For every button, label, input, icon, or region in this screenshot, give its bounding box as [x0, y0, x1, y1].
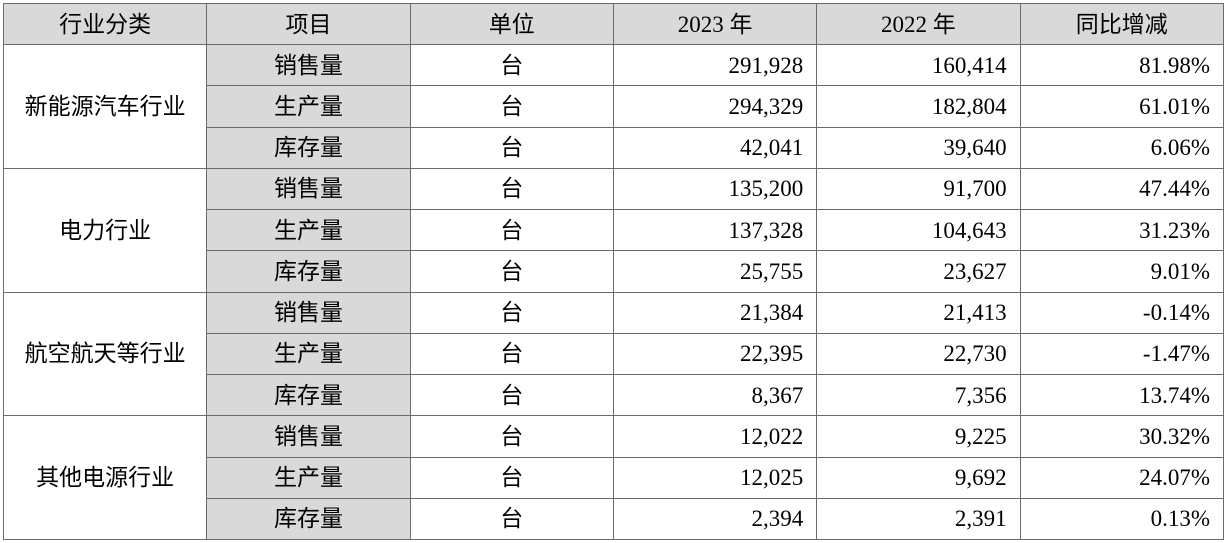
yoy-cell: -0.14% — [1019, 291, 1225, 334]
unit-cell: 台 — [409, 456, 614, 499]
column-header-unit: 单位 — [409, 3, 614, 45]
item-cell: 销售量 — [206, 167, 411, 211]
yoy-cell: 6.06% — [1019, 126, 1225, 169]
unit-cell: 台 — [409, 167, 614, 211]
item-cell: 库存量 — [206, 126, 411, 169]
value-2023-cell: 42,041 — [612, 126, 818, 169]
table-row: 新能源汽车行业 销售量 台 291,928 160,414 81.98% — [2, 43, 1225, 169]
yoy-cell: 30.32% — [1019, 415, 1225, 458]
unit-cell: 台 — [409, 332, 614, 376]
item-cell: 销售量 — [206, 43, 411, 87]
column-header-year-2022: 2022 年 — [816, 3, 1021, 45]
table-row: 航空航天等行业 销售量 台 21,384 21,413 -0.14% — [2, 291, 1225, 417]
unit-cell: 台 — [409, 497, 614, 541]
value-2023-cell: 8,367 — [612, 373, 818, 417]
value-2022-cell: 7,356 — [816, 373, 1021, 417]
industry-cell: 电力行业 — [2, 167, 208, 293]
unit-cell: 台 — [409, 250, 614, 293]
yoy-cell: 0.13% — [1019, 497, 1225, 541]
item-cell: 库存量 — [206, 250, 411, 293]
item-cell: 销售量 — [206, 415, 411, 458]
table-row: 库存量 台 42,041 39,640 6.06% — [4, 126, 1225, 169]
column-header-industry-classification: 行业分类 — [2, 3, 208, 45]
value-2023-cell: 21,384 — [612, 291, 818, 334]
value-2023-cell: 135,200 — [612, 167, 818, 211]
yoy-cell: 9.01% — [1019, 250, 1225, 293]
item-cell: 生产量 — [206, 456, 411, 499]
value-2023-cell: 137,328 — [612, 208, 818, 252]
value-2022-cell: 9,225 — [816, 415, 1021, 458]
table-row: 电力行业 销售量 台 135,200 91,700 47.44% — [2, 167, 1225, 293]
table-row: 生产量 台 12,025 9,692 24.07% — [4, 456, 1225, 499]
value-2022-cell: 22,730 — [816, 332, 1021, 376]
value-2023-cell: 12,022 — [612, 415, 818, 458]
yoy-cell: 31.23% — [1019, 208, 1225, 252]
industry-cell: 航空航天等行业 — [2, 291, 208, 417]
value-2023-cell: 12,025 — [612, 456, 818, 499]
yoy-cell: 24.07% — [1019, 456, 1225, 499]
table-row: 其他电源行业 销售量 台 12,022 9,225 30.32% — [2, 415, 1225, 540]
value-2022-cell: 2,391 — [816, 497, 1021, 541]
unit-cell: 台 — [409, 415, 614, 458]
yoy-cell: 81.98% — [1019, 43, 1225, 87]
value-2023-cell: 25,755 — [612, 250, 818, 293]
value-2023-cell: 22,395 — [612, 332, 818, 376]
table-row: 生产量 台 294,329 182,804 61.01% — [4, 85, 1225, 128]
yoy-cell: -1.47% — [1019, 332, 1225, 376]
value-2023-cell: 294,329 — [612, 85, 818, 128]
unit-cell: 台 — [409, 291, 614, 334]
value-2022-cell: 9,692 — [816, 456, 1021, 499]
unit-cell: 台 — [409, 126, 614, 169]
table-header-row: 行业分类 项目 单位 2023 年 2022 年 同比增减 — [2, 3, 1225, 45]
column-header-yoy-change: 同比增减 — [1019, 3, 1225, 45]
value-2022-cell: 21,413 — [816, 291, 1021, 334]
item-cell: 库存量 — [206, 373, 411, 417]
column-header-year-2023: 2023 年 — [612, 3, 818, 45]
industry-cell: 新能源汽车行业 — [2, 44, 208, 169]
industry-production-sales-table: 行业分类 项目 单位 2023 年 2022 年 同比增减 新能源汽车行业 销售… — [2, 3, 1225, 541]
value-2022-cell: 91,700 — [816, 167, 1021, 211]
yoy-cell: 47.44% — [1019, 167, 1225, 211]
value-2022-cell: 39,640 — [816, 126, 1021, 169]
value-2022-cell: 104,643 — [816, 208, 1021, 252]
table-row: 库存量 台 2,394 2,391 0.13% — [4, 497, 1225, 541]
value-2022-cell: 23,627 — [816, 250, 1021, 293]
yoy-cell: 61.01% — [1019, 85, 1225, 128]
item-cell: 生产量 — [206, 85, 411, 128]
unit-cell: 台 — [409, 85, 614, 128]
value-2022-cell: 182,804 — [816, 85, 1021, 128]
column-header-item: 项目 — [206, 3, 411, 45]
item-cell: 生产量 — [206, 332, 411, 376]
table-row: 生产量 台 137,328 104,643 31.23% — [4, 208, 1225, 252]
unit-cell: 台 — [409, 43, 614, 87]
table-row: 生产量 台 22,395 22,730 -1.47% — [4, 332, 1225, 376]
item-cell: 销售量 — [206, 291, 411, 334]
unit-cell: 台 — [409, 373, 614, 417]
unit-cell: 台 — [409, 208, 614, 252]
value-2023-cell: 2,394 — [612, 497, 818, 541]
table-row: 库存量 台 25,755 23,627 9.01% — [4, 250, 1225, 293]
value-2022-cell: 160,414 — [816, 43, 1021, 87]
yoy-cell: 13.74% — [1019, 373, 1225, 417]
table-row: 库存量 台 8,367 7,356 13.74% — [4, 373, 1225, 417]
value-2023-cell: 291,928 — [612, 43, 818, 87]
industry-cell: 其他电源行业 — [2, 415, 208, 540]
item-cell: 生产量 — [206, 208, 411, 252]
item-cell: 库存量 — [206, 497, 411, 541]
